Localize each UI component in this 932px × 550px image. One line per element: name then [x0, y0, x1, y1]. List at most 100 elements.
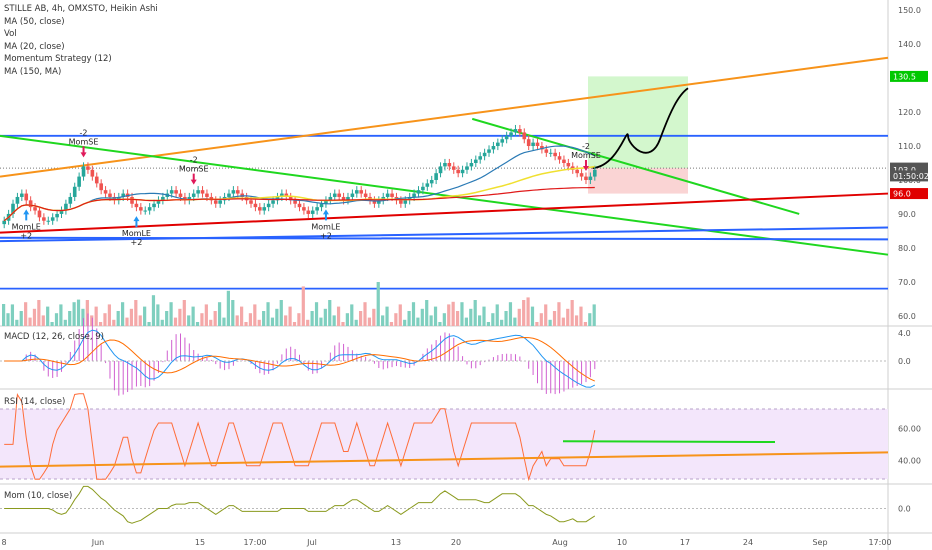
candle-body	[540, 146, 544, 150]
volume-bar	[376, 282, 380, 326]
volume-bar	[442, 313, 446, 326]
stop-zone	[588, 168, 688, 194]
macd-pane-label[interactable]: MACD (12, 26, close, 9)	[4, 332, 104, 342]
legend-title[interactable]: STILLE AB, 4h, OMXSTO, Heikin Ashi	[4, 4, 158, 14]
volume-bar	[372, 308, 376, 326]
candle-body	[297, 203, 302, 208]
ma150-line	[3, 186, 595, 222]
candle-body	[434, 173, 438, 180]
long-signal-arrow	[23, 209, 30, 221]
candle-body	[90, 169, 95, 177]
candle-body	[562, 159, 566, 163]
candle-body	[544, 149, 549, 153]
volume-bar	[460, 302, 464, 326]
volume-bar	[226, 290, 230, 326]
legend-item-ma20[interactable]: MA (20, close)	[4, 41, 65, 52]
legend-item-ma150[interactable]: MA (150, MA)	[4, 66, 62, 77]
candle-body	[584, 176, 588, 180]
volume-bar	[367, 317, 372, 326]
volume-bar	[570, 300, 574, 326]
volume-bar	[381, 315, 385, 326]
price-tick-label: 90.0	[898, 210, 916, 219]
volume-bar	[288, 306, 292, 326]
candle-body	[412, 193, 416, 197]
volume-bar	[50, 322, 54, 326]
volume-bar	[522, 300, 526, 326]
candle-body	[271, 200, 275, 204]
volume-bar	[429, 315, 433, 326]
candle-body	[337, 193, 341, 197]
volume-bar	[548, 319, 552, 326]
candle-body	[72, 186, 77, 197]
price-badge	[890, 170, 928, 182]
candle-body	[42, 217, 46, 221]
volume-bar	[147, 322, 151, 326]
candle-body	[548, 152, 553, 154]
volume-bar	[173, 317, 178, 326]
candle-body	[103, 190, 108, 194]
volume-bar	[125, 317, 129, 326]
legend-item-vol[interactable]: Vol	[4, 29, 17, 39]
candle-body	[324, 200, 328, 204]
volume-bar	[178, 308, 182, 326]
mom-pane-label[interactable]: Mom (10, close)	[4, 491, 73, 501]
volume-bar	[306, 319, 310, 326]
legend-item-momentum[interactable]: Momentum Strategy (12)	[4, 54, 112, 64]
volume-bar	[195, 322, 200, 326]
candle-body	[169, 190, 174, 194]
signal-label: MomLE	[122, 229, 151, 238]
candle-body	[174, 190, 178, 194]
candle-body	[407, 196, 412, 201]
candle-body	[425, 183, 430, 187]
candle-body	[372, 200, 377, 204]
signal-sublabel: +2	[20, 231, 32, 240]
volume-bar	[240, 306, 244, 326]
candle-body	[112, 196, 117, 201]
legend-item-ma50[interactable]: MA (50, close)	[4, 16, 65, 27]
volume-bar	[438, 322, 442, 326]
candle-body	[553, 152, 557, 157]
volume-bar	[107, 304, 111, 326]
volume-bar	[270, 317, 275, 326]
volume-bar	[10, 304, 15, 326]
volume-bar	[138, 315, 142, 326]
volume-bar	[544, 304, 548, 326]
candle-body	[288, 196, 293, 201]
volume-bar	[151, 295, 156, 326]
volume-bar	[464, 317, 468, 326]
volume-bar	[394, 313, 398, 326]
time-tick-label: Jun	[91, 538, 105, 547]
candle-body	[284, 193, 289, 197]
candle-body	[161, 196, 165, 201]
candle-body	[310, 210, 315, 214]
volume-bar	[350, 304, 354, 326]
volume-bar	[213, 311, 217, 326]
rsi-tick-label: 40.00	[898, 456, 921, 465]
volume-bar	[473, 300, 477, 326]
volume-bar	[513, 317, 517, 326]
signal-sublabel: MomSE	[69, 137, 99, 146]
volume-bar	[209, 319, 213, 326]
price-badge-text: 103.0	[893, 166, 916, 175]
volume-bar	[557, 302, 561, 326]
candle-body	[20, 193, 24, 197]
volume-bar	[41, 315, 45, 326]
time-tick-label: 17:00	[868, 538, 891, 547]
volume-bar	[15, 319, 19, 326]
volume-bar	[275, 308, 279, 326]
candle-body	[59, 210, 64, 214]
volume-bar	[262, 311, 266, 326]
volume-bar	[385, 306, 389, 326]
candle-body	[68, 196, 73, 204]
rsi-pane-label[interactable]: RSI (14, close)	[4, 397, 66, 407]
candle-body	[482, 152, 487, 157]
rsi-line	[4, 392, 596, 482]
volume-bar	[182, 300, 186, 326]
short-signal-arrow	[80, 146, 87, 158]
macd-signal-line	[4, 336, 596, 382]
candle-body	[235, 190, 240, 194]
price-tick-label: 120.0	[898, 108, 921, 117]
candle-body	[487, 149, 491, 153]
volume-bar	[336, 306, 341, 326]
volume-bar	[46, 306, 50, 326]
